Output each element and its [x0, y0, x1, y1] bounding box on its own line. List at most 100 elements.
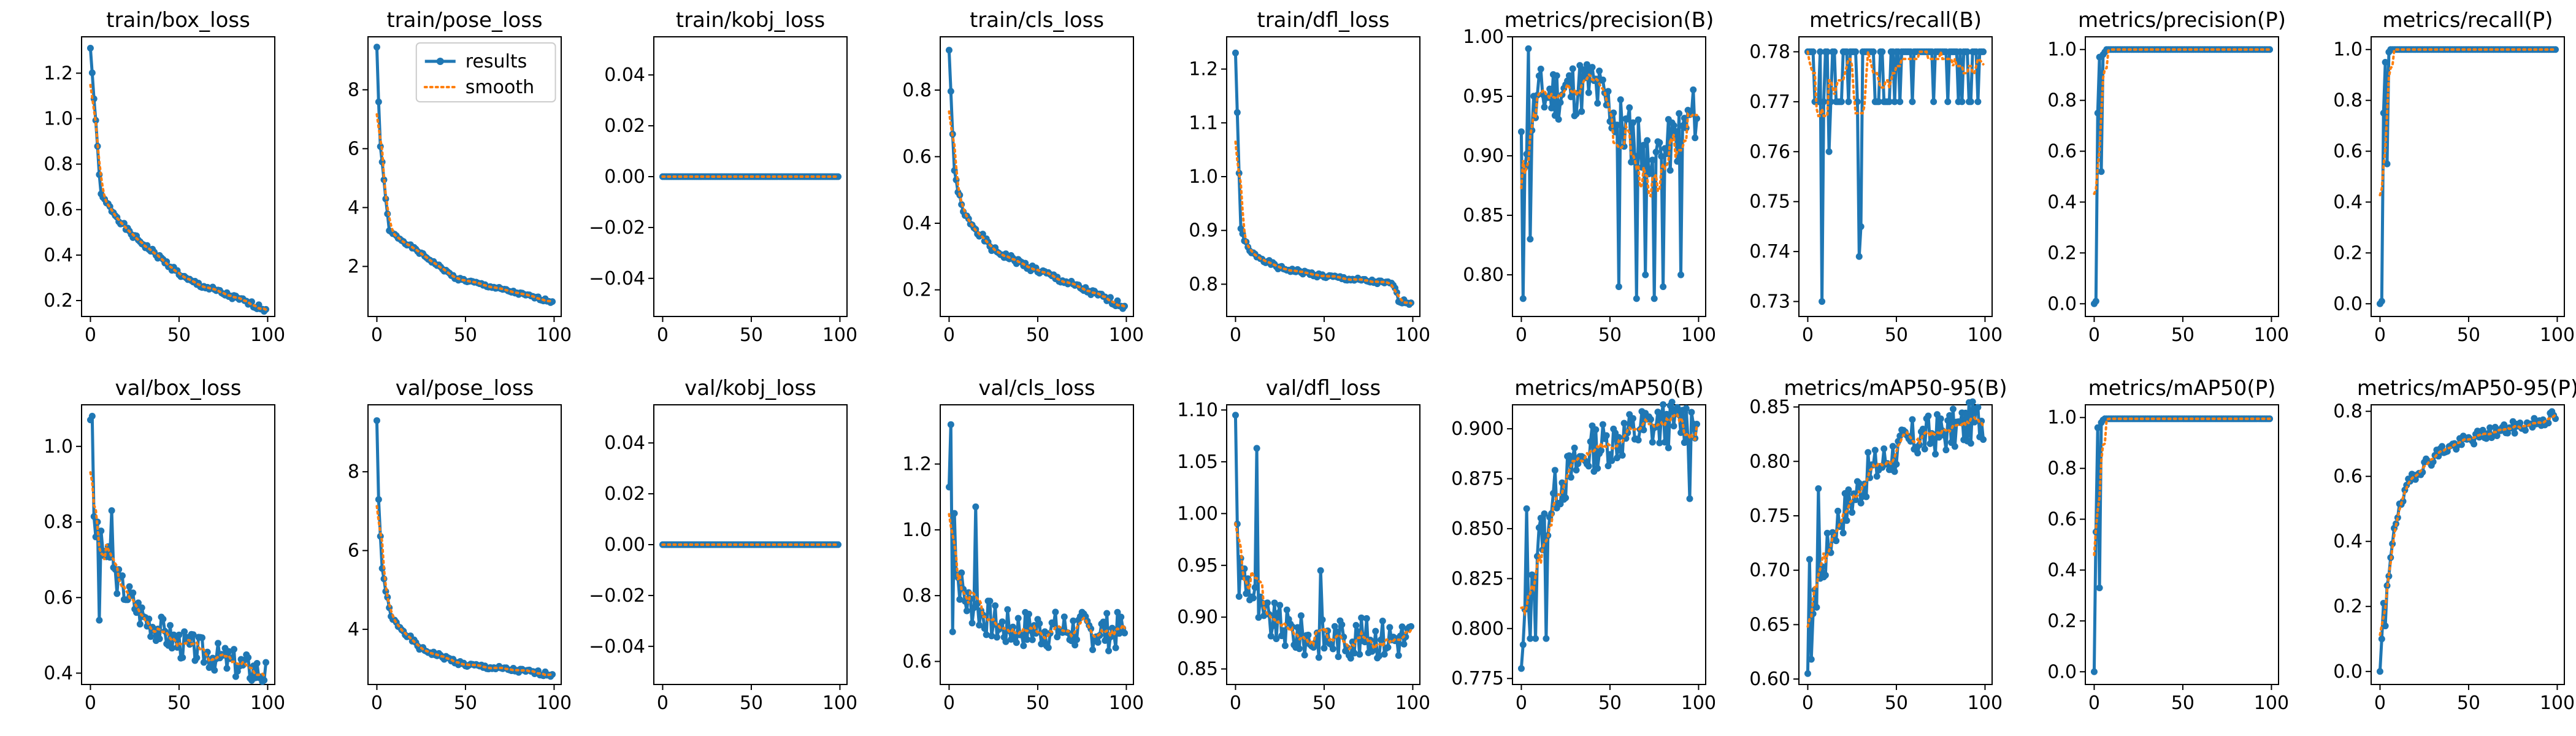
results-point: [999, 618, 1006, 626]
results-point: [1363, 615, 1370, 622]
smooth-line: [948, 513, 1126, 640]
results-point: [1103, 610, 1111, 617]
chart-svg: val/pose_loss 0 50 100 4 6 8: [348, 376, 572, 714]
results-point: [156, 635, 163, 643]
chart-title: metrics/precision(P): [2078, 8, 2286, 33]
results-point: [1683, 405, 1690, 412]
results-point: [1536, 524, 1543, 531]
x-tick-label: 0: [1230, 692, 1241, 714]
results-point: [976, 621, 983, 629]
results-point: [136, 621, 144, 628]
chart-panel: train/kobj_loss 0 50 100 0.04 0.02 0.00 −0.02 −0…: [572, 0, 859, 368]
x-tick-label: 0: [2088, 692, 2100, 714]
y-tick-label: 0.4: [2334, 531, 2363, 553]
results-point: [1873, 473, 1880, 480]
y-tick-label: 0.6: [2047, 141, 2077, 163]
y-tick-label: 0.775: [1451, 668, 1504, 689]
smooth-line: [89, 471, 267, 678]
results-point: [1668, 399, 1676, 406]
results-point: [1527, 236, 1534, 243]
results-point: [1662, 439, 1669, 446]
results-point: [986, 597, 994, 605]
results-point: [1550, 489, 1557, 497]
x-tick-label: 100: [1109, 692, 1144, 714]
results-point: [159, 615, 167, 623]
results-point: [1971, 418, 1978, 426]
results-point: [1571, 444, 1578, 451]
results-point: [1371, 627, 1379, 635]
chart-svg: metrics/precision(P) 0 50 100 0.0 0.2 0.4 0.6 0.…: [2047, 8, 2289, 346]
chart-svg: metrics/mAP50-95(B) 0 50 100 0.60 0.65 0.70 0.7…: [1749, 376, 2007, 714]
chart-svg: train/kobj_loss 0 50 100 0.04 0.02 0.00 −0.02 −0…: [589, 8, 857, 346]
axes-frame: [653, 404, 848, 685]
results-point: [972, 503, 979, 510]
results-point: [947, 88, 954, 95]
chart-panel: val/cls_loss 0 50 100 0.6 0.8 1.0 1.2: [859, 368, 1145, 736]
results-point: [186, 641, 193, 648]
x-tick-label: 0: [943, 324, 955, 346]
results-point: [1386, 624, 1393, 631]
results-point: [1105, 647, 1113, 654]
smooth-line: [1234, 140, 1413, 305]
results-point: [1914, 450, 1922, 457]
results-point: [1693, 420, 1701, 427]
results-point: [1283, 606, 1290, 613]
smooth-line: [2093, 417, 2271, 556]
results-point: [1656, 439, 1663, 447]
results-point: [1112, 644, 1119, 651]
y-tick-label: 4: [348, 619, 359, 640]
results-point: [126, 583, 133, 590]
chart-panel: train/pose_loss 0 50 100 2 4 6 8 results smooth: [286, 0, 573, 368]
results-point: [1628, 158, 1635, 166]
chart-title: metrics/recall(P): [2383, 8, 2553, 33]
results-point: [1850, 490, 1858, 497]
results-point: [1073, 636, 1081, 643]
results-point: [1604, 88, 1612, 95]
results-point: [1020, 642, 1027, 650]
x-tick-label: 50: [740, 324, 763, 346]
results-point: [2385, 572, 2393, 580]
x-tick-label: 50: [1313, 692, 1336, 714]
results-point: [835, 541, 842, 548]
results-point: [1630, 119, 1637, 126]
results-point: [1974, 98, 1982, 105]
results-point: [1660, 401, 1667, 408]
axes-frame: [80, 404, 275, 685]
results-point: [1845, 98, 1852, 105]
results-point: [1050, 621, 1057, 628]
y-tick-label: 0.02: [605, 483, 646, 505]
y-tick-label: 0.0: [2047, 661, 2077, 683]
results-point: [1578, 108, 1585, 115]
x-tick-label: 50: [1313, 324, 1336, 346]
results-point: [1677, 429, 1685, 436]
results-point: [1552, 467, 1559, 474]
y-tick-label: 0.00: [605, 166, 646, 188]
y-tick-label: 0.4: [44, 663, 73, 684]
y-tick-label: 0.6: [44, 199, 73, 221]
results-point: [992, 602, 999, 609]
results-point: [2383, 160, 2391, 167]
chart-svg: val/cls_loss 0 50 100 0.6 0.8 1.0 1.2: [902, 376, 1144, 714]
y-tick-label: 0.77: [1749, 91, 1790, 113]
axes-frame: [2084, 404, 2279, 685]
x-tick-label: 50: [1885, 324, 1908, 346]
results-point: [1916, 441, 1923, 448]
results-point: [2379, 635, 2386, 643]
x-tick-label: 50: [167, 692, 191, 714]
y-tick-label: 8: [348, 461, 359, 483]
chart-svg: metrics/mAP50(P) 0 50 100 0.0 0.2 0.4 0.6 0.8 1.0: [2047, 376, 2289, 714]
results-point: [1407, 623, 1414, 630]
results-point: [1242, 590, 1249, 597]
results-point: [1819, 298, 1826, 305]
axes-frame: [939, 36, 1134, 317]
results-point: [2379, 297, 2386, 305]
results-point: [993, 634, 1000, 641]
results-point: [199, 634, 206, 642]
x-tick-label: 100: [1109, 324, 1144, 346]
results-point: [1949, 405, 1957, 413]
results-point: [1594, 99, 1601, 107]
results-point: [1554, 72, 1561, 79]
y-tick-label: 1.2: [1189, 59, 1218, 80]
results-point: [1255, 614, 1262, 621]
